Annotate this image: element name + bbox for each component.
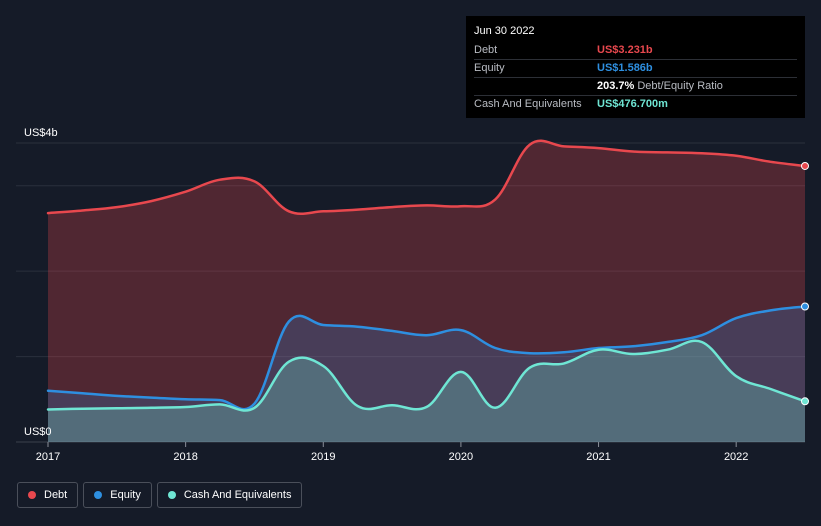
tooltip-date: Jun 30 2022	[474, 25, 535, 37]
legend-item-debt[interactable]: Debt	[17, 482, 79, 508]
x-tick-label-2019: 2019	[311, 451, 335, 463]
end-dot-debt	[801, 161, 809, 170]
tooltip-equity-value: US$1.586b	[597, 62, 653, 74]
tooltip-debt-label: Debt	[474, 44, 498, 56]
line-cash	[46, 339, 807, 412]
tooltip-row-debt: Debt US$3.231b	[474, 42, 797, 60]
end-dot-cash	[801, 397, 809, 406]
end-dot-equity	[801, 302, 809, 311]
tooltip-ratio-value: 203.7%	[597, 80, 635, 92]
area-debt	[48, 140, 805, 442]
tooltip-ratio-label	[474, 78, 597, 95]
x-tick-label-2020: 2020	[449, 451, 473, 463]
legend-label-equity: Equity	[110, 489, 141, 501]
chart-legend: Debt Equity Cash And Equivalents	[17, 482, 303, 510]
data-tooltip: Jun 30 2022 Debt US$3.231b Equity US$1.5…	[466, 16, 805, 118]
y-axis-top-label: US$4b	[24, 127, 58, 139]
tooltip-ratio-caption: Debt/Equity Ratio	[637, 80, 723, 92]
tooltip-cash-label: Cash And Equivalents	[474, 98, 582, 110]
chart-grid	[16, 142, 805, 443]
legend-item-equity[interactable]: Equity	[83, 482, 152, 508]
tooltip-row-ratio: 203.7% Debt/Equity Ratio	[474, 78, 797, 96]
legend-dot-equity	[94, 491, 103, 499]
legend-label-cash: Cash And Equivalents	[183, 489, 292, 501]
line-debt	[46, 139, 807, 216]
legend-dot-debt	[28, 491, 36, 499]
tooltip-cash-value: US$476.700m	[597, 98, 668, 110]
x-tick-label-2018: 2018	[173, 451, 197, 463]
area-cash	[48, 340, 805, 442]
chart-end-dots	[801, 161, 809, 406]
y-axis-bottom-label: US$0	[24, 426, 52, 438]
tooltip-equity-label: Equity	[474, 62, 505, 74]
x-tick-label-2017: 2017	[36, 451, 60, 463]
line-equity	[46, 305, 807, 411]
tooltip-debt-value: US$3.231b	[597, 44, 653, 56]
x-tick-label-2022: 2022	[724, 451, 748, 463]
legend-item-cash[interactable]: Cash And Equivalents	[156, 482, 303, 508]
legend-label-debt: Debt	[44, 489, 68, 501]
chart-lines	[46, 139, 807, 412]
tooltip-row-equity: Equity US$1.586b	[474, 60, 797, 78]
x-axis-ticks: 2017 2018 2019 2020 2021 2022	[36, 442, 748, 463]
legend-dot-cash	[167, 491, 176, 499]
tooltip-row-cash: Cash And Equivalents US$476.700m	[474, 96, 797, 113]
x-tick-label-2021: 2021	[586, 451, 610, 463]
